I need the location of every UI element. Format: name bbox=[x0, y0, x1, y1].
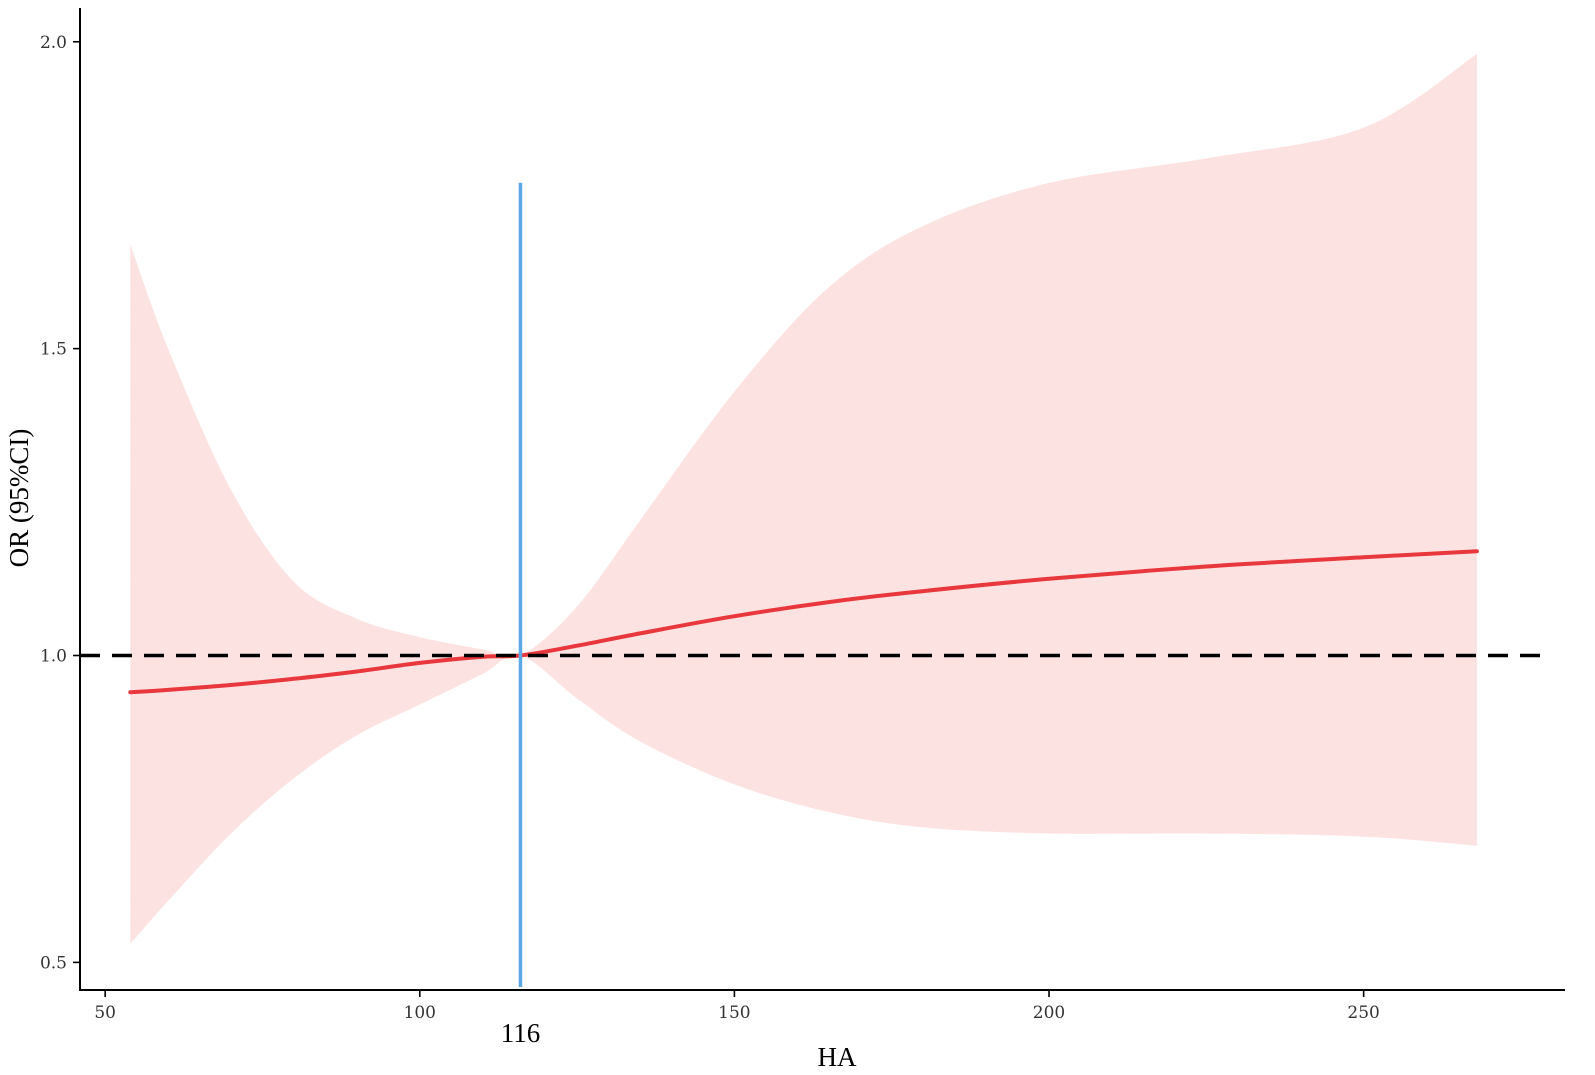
reference-layer bbox=[80, 182, 1551, 987]
axes: 50 100 150 200 250 0.5 1.0 1.5 2.0 bbox=[40, 8, 1565, 1023]
confidence-band bbox=[130, 54, 1477, 944]
x-tick-label: 200 bbox=[1033, 1003, 1065, 1023]
cutoff-label: 116 bbox=[501, 1018, 541, 1048]
x-tick-label: 50 bbox=[94, 1003, 116, 1023]
confidence-band-layer bbox=[130, 54, 1477, 944]
y-axis-title: OR (95%CI) bbox=[4, 429, 34, 568]
x-tick-label: 150 bbox=[718, 1003, 750, 1023]
y-tick-label: 1.5 bbox=[40, 340, 67, 360]
y-tick-label: 0.5 bbox=[40, 953, 67, 973]
x-tick-label: 100 bbox=[404, 1003, 436, 1023]
odds-ratio-curve bbox=[128, 549, 1479, 695]
y-tick-label: 2.0 bbox=[40, 33, 67, 53]
x-axis-title: HA bbox=[818, 1042, 857, 1072]
x-tick-label: 250 bbox=[1347, 1003, 1379, 1023]
y-tick-label: 1.0 bbox=[40, 647, 67, 667]
series-line-layer bbox=[128, 549, 1479, 695]
